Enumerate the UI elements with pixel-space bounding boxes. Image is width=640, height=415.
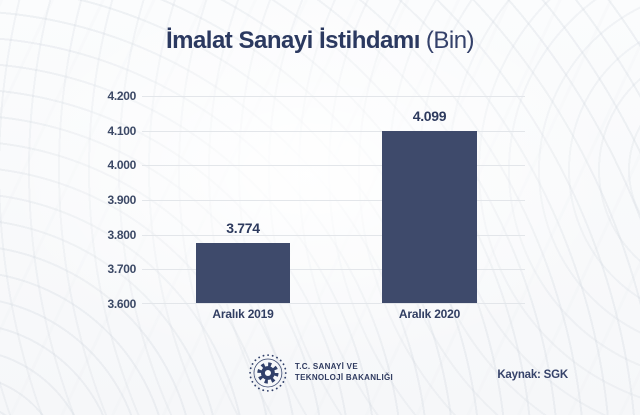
y-tick-label: 4.100 bbox=[107, 123, 136, 138]
ministry-name: T.C. SANAYİ VE TEKNOLOJİ BAKANLIĞI bbox=[295, 362, 393, 384]
gridline bbox=[142, 269, 525, 271]
gridline bbox=[142, 165, 525, 167]
bar-aralik-2019 bbox=[196, 243, 290, 303]
gridline bbox=[142, 200, 525, 201]
y-axis: 4.200 4.100 4.000 3.900 3.800 3.700 3.60… bbox=[96, 89, 136, 311]
gridline bbox=[142, 234, 525, 236]
plot-area: 3.774 4.099 Aralık 2019 Aralık 2020 bbox=[142, 96, 525, 321]
gridline bbox=[142, 303, 525, 304]
y-tick-label: 3.900 bbox=[107, 193, 136, 207]
gridline bbox=[142, 130, 525, 132]
ministry-name-line1: T.C. SANAYİ VE bbox=[294, 362, 358, 372]
source-label: Kaynak: SGK bbox=[497, 369, 568, 381]
bar-value-label-2020: 4.099 bbox=[412, 107, 447, 124]
ministry-brand: T.C. SANAYİ VE TEKNOLOJİ BAKANLIĞI bbox=[247, 352, 393, 394]
bar-group-aralik-2019: 3.774 bbox=[196, 220, 290, 303]
bar-aralik-2020 bbox=[382, 130, 477, 303]
x-axis-label-aralik-2020: Aralık 2020 bbox=[398, 307, 461, 321]
bar-group-aralik-2020: 4.099 bbox=[382, 108, 477, 303]
y-tick-label: 3.800 bbox=[107, 227, 136, 242]
ministry-name-line2: TEKNOLOJİ BAKANLIĞI bbox=[294, 373, 394, 382]
bar-value-label-2019: 3.774 bbox=[226, 220, 260, 236]
chart-title: İmalat Sanayi İstihdamı (Bin) bbox=[0, 27, 640, 55]
y-tick-label: 4.000 bbox=[107, 158, 136, 173]
chart-title-suffix: (Bin) bbox=[425, 27, 475, 54]
x-axis-label-aralik-2019: Aralık 2019 bbox=[212, 307, 274, 321]
y-tick-label: 3.600 bbox=[107, 297, 136, 311]
gridline bbox=[142, 96, 525, 97]
y-tick-label: 3.700 bbox=[107, 262, 136, 277]
chart-title-main: İmalat Sanayi İstihdamı bbox=[165, 27, 420, 54]
ministry-logo-icon bbox=[249, 354, 287, 392]
y-tick-label: 4.200 bbox=[107, 89, 136, 103]
